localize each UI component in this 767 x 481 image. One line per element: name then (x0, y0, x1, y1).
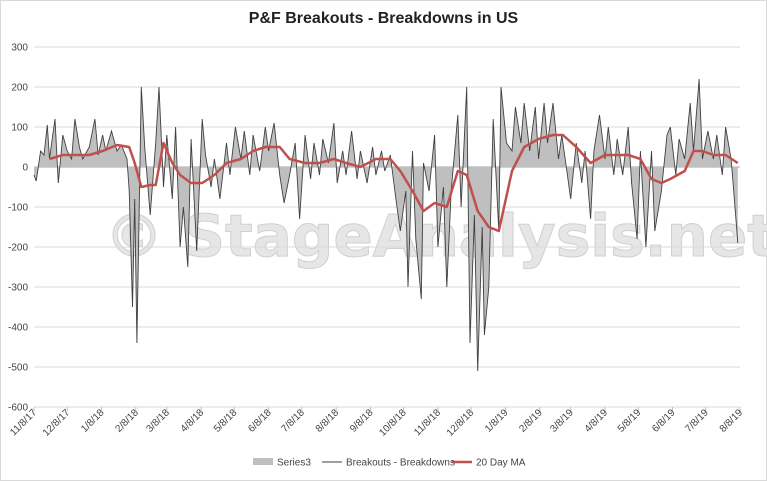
ma20-line (49, 133, 739, 233)
x-tick-label: 12/8/17 (41, 407, 73, 439)
y-axis: 300 200 100 0 -100 -200 -300 -400 -500 -600 (8, 43, 28, 414)
legend-ma20: 20 Day MA (452, 458, 526, 469)
x-tick-label: 6/8/19 (650, 407, 678, 435)
x-tick-label: 1/8/19 (483, 407, 511, 435)
breakouts-breakdowns-line (33, 78, 739, 372)
legend-label: Breakouts - Breakdowns (346, 458, 455, 469)
legend-swatch (253, 458, 273, 465)
x-tick-label: 4/8/19 (583, 407, 611, 435)
y-tick-label: -500 (8, 363, 28, 374)
legend-breakouts-breakdowns: Breakouts - Breakdowns (322, 458, 455, 469)
x-tick-label: 2/8/19 (517, 407, 545, 435)
x-tick-label: 12/8/18 (445, 407, 477, 439)
x-tick-label: 9/8/18 (348, 407, 376, 435)
chart-title: P&F Breakouts - Breakdowns in US (248, 10, 519, 27)
legend-series3: Series3 (253, 458, 311, 469)
x-tick-label: 6/8/18 (246, 407, 274, 435)
y-tick-label: 100 (11, 123, 28, 134)
x-tick-label: 5/8/18 (212, 407, 240, 435)
x-tick-label: 8/8/18 (314, 407, 342, 435)
y-tick-label: 200 (11, 83, 28, 94)
y-tick-label: -300 (8, 283, 28, 294)
legend-label: 20 Day MA (476, 458, 526, 469)
x-tick-label: 11/8/18 (412, 407, 443, 438)
x-tick-label: 3/8/18 (144, 407, 172, 435)
y-tick-label: -400 (8, 323, 28, 334)
x-tick-label: 2/8/18 (113, 407, 141, 435)
y-tick-label: -100 (8, 203, 28, 214)
legend-label: Series3 (277, 458, 311, 469)
y-tick-label: 300 (11, 43, 28, 54)
legend: Series3 Breakouts - Breakdowns 20 Day MA (253, 458, 526, 469)
x-tick-label: 4/8/18 (179, 407, 207, 435)
series3-area (34, 79, 738, 371)
y-tick-label: -600 (8, 403, 28, 414)
x-axis: 11/8/17 12/8/17 1/8/18 2/8/18 3/8/18 4/8/18 5/… (8, 407, 745, 439)
x-tick-label: 5/8/19 (616, 407, 644, 435)
x-tick-label: 8/8/19 (718, 407, 746, 435)
watermark: © StageAnalysis.net (105, 202, 767, 270)
x-tick-label: 7/8/19 (683, 407, 711, 435)
x-tick-label: 3/8/19 (548, 407, 576, 435)
series-layer (33, 78, 739, 372)
x-tick-label: 7/8/18 (279, 407, 307, 435)
x-tick-label: 10/8/18 (377, 407, 409, 439)
x-tick-label: 1/8/18 (79, 407, 107, 435)
y-tick-label: 0 (22, 163, 28, 174)
y-tick-label: -200 (8, 243, 28, 254)
